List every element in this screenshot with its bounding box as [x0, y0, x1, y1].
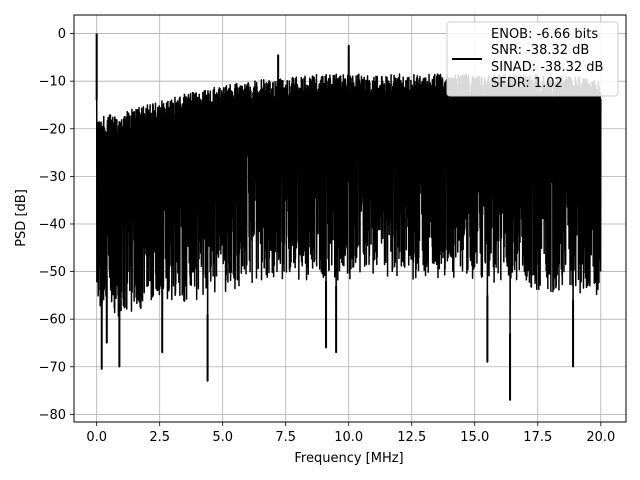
y-tick-label: −70 — [39, 360, 66, 375]
x-axis-ticks: 0.0 2.5 5.0 7.5 10.0 12.5 15.0 17.5 20.0 — [86, 422, 615, 445]
y-axis-ticks: 0 −10 −20 −30 −40 −50 −60 −70 −80 — [39, 27, 74, 423]
y-tick-label: 0 — [58, 27, 66, 42]
x-tick-label: 0.0 — [86, 430, 107, 445]
y-tick-label: −40 — [39, 217, 66, 232]
legend: ENOB: -6.66 bits SNR: -38.32 dB SINAD: -… — [446, 21, 619, 97]
legend-sinad: SINAD: -38.32 dB — [491, 60, 603, 75]
x-tick-label: 10.0 — [334, 430, 363, 445]
y-tick-label: −60 — [39, 313, 66, 328]
x-tick-label: 12.5 — [397, 430, 426, 445]
y-axis-title: PSD [dB] — [14, 189, 29, 247]
x-tick-label: 2.5 — [149, 430, 170, 445]
legend-sfdr: SFDR: 1.02 — [491, 76, 563, 91]
y-tick-label: −10 — [39, 75, 66, 90]
legend-enob: ENOB: -6.66 bits — [491, 27, 598, 42]
x-tick-label: 15.0 — [460, 430, 489, 445]
plot-frame — [73, 14, 627, 423]
legend-box — [446, 21, 619, 97]
y-tick-label: −80 — [39, 408, 66, 423]
legend-snr: SNR: -38.32 dB — [491, 43, 589, 58]
x-tick-label: 17.5 — [523, 430, 552, 445]
x-tick-label: 7.5 — [275, 430, 296, 445]
y-tick-label: −20 — [39, 122, 66, 137]
x-tick-label: 20.0 — [586, 430, 615, 445]
x-tick-label: 5.0 — [212, 430, 233, 445]
x-axis-title: Frequency [MHz] — [294, 451, 403, 466]
y-tick-label: −50 — [39, 265, 66, 280]
y-tick-label: −30 — [39, 170, 66, 185]
